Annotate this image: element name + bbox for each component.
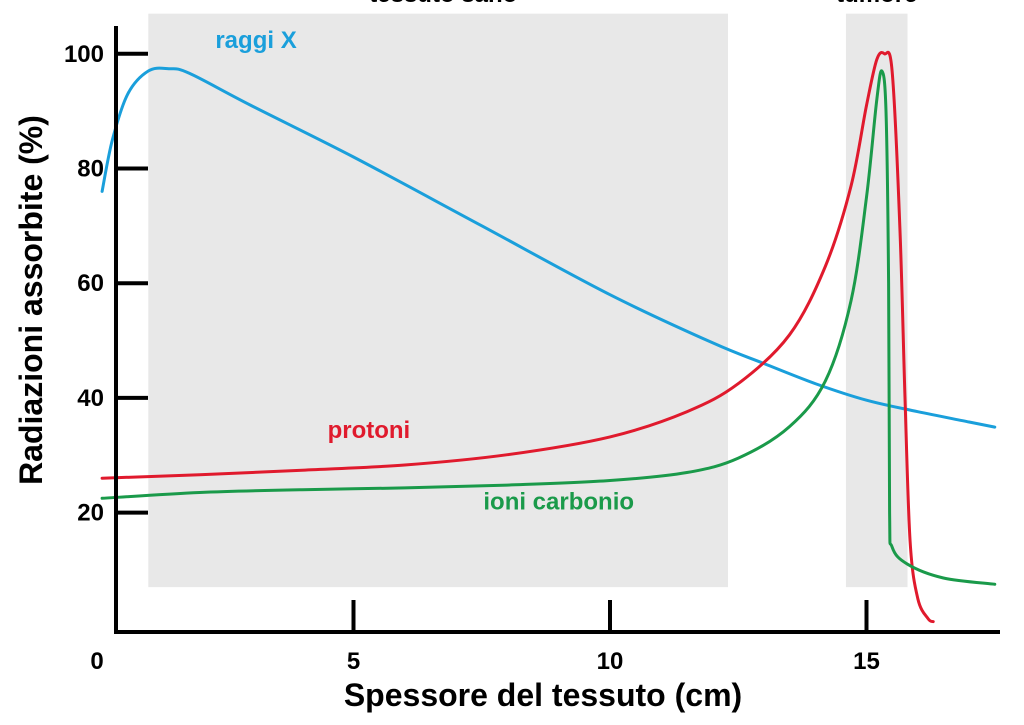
x-tick-label-0: 0 — [90, 648, 103, 675]
annotation-tessuto-sano: tessuto sano — [369, 0, 517, 8]
y-tick-label-20: 20 — [77, 500, 104, 527]
x-tick-label-5: 5 — [347, 648, 360, 675]
region-tessuto-sano — [148, 13, 728, 588]
series-layer — [100, 50, 997, 624]
y-tick-label-100: 100 — [64, 41, 104, 68]
y-tick-label-60: 60 — [77, 270, 104, 297]
series-line-raggi-x — [100, 66, 997, 429]
y-axis-label: Radiazioni assorbite (%) — [13, 115, 49, 485]
annotation-raggi-x: raggi X — [215, 27, 296, 54]
x-tick-label-10: 10 — [597, 648, 624, 675]
annotation-tumore: tumore — [836, 0, 917, 8]
x-axis-label: Spessore del tessuto (cm) — [344, 677, 742, 713]
annotation-layer: raggi X protoni ioni carbonio tessuto sano t… — [215, 0, 917, 516]
annotation-protoni: protoni — [328, 417, 411, 444]
series-line-protoni — [100, 50, 935, 624]
series-line-ioni-carbonio — [100, 69, 997, 586]
annotation-ioni-carbonio: ioni carbonio — [483, 489, 634, 516]
axes-layer — [114, 26, 1000, 634]
y-tick-label-40: 40 — [77, 385, 104, 412]
y-tick-label-80: 80 — [77, 156, 104, 183]
x-tick-label-15: 15 — [853, 648, 880, 675]
tick-layer: 0 5 10 15 20 40 60 80 100 — [64, 41, 880, 675]
